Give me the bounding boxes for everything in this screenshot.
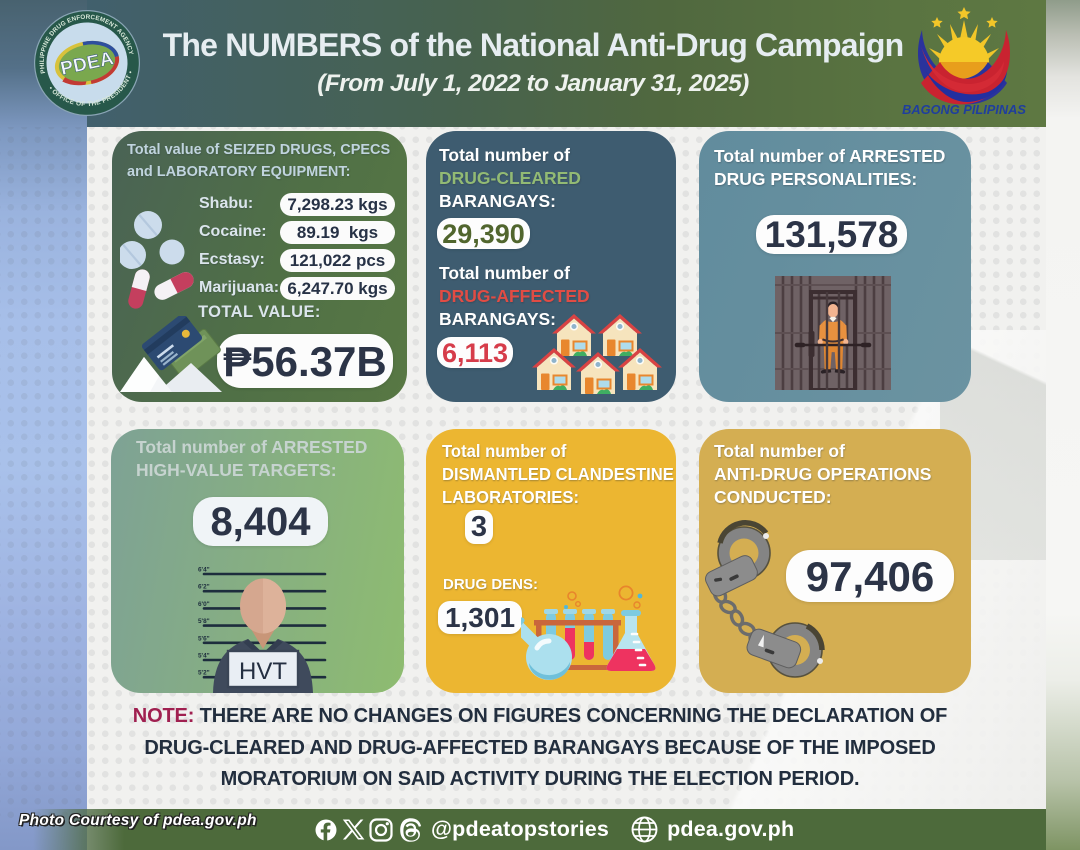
svg-text:6'2": 6'2": [198, 584, 210, 591]
svg-text:5'6": 5'6": [198, 635, 210, 642]
svg-text:5'8": 5'8": [198, 618, 210, 625]
svg-text:5'4": 5'4": [198, 653, 210, 660]
svg-text:5'2": 5'2": [198, 670, 210, 677]
svg-text:BAGONG PILIPINAS: BAGONG PILIPINAS: [902, 102, 1026, 116]
svg-text:6'0": 6'0": [198, 601, 210, 608]
svg-text:6'4": 6'4": [198, 567, 210, 574]
svg-text:HVT: HVT: [239, 658, 287, 685]
